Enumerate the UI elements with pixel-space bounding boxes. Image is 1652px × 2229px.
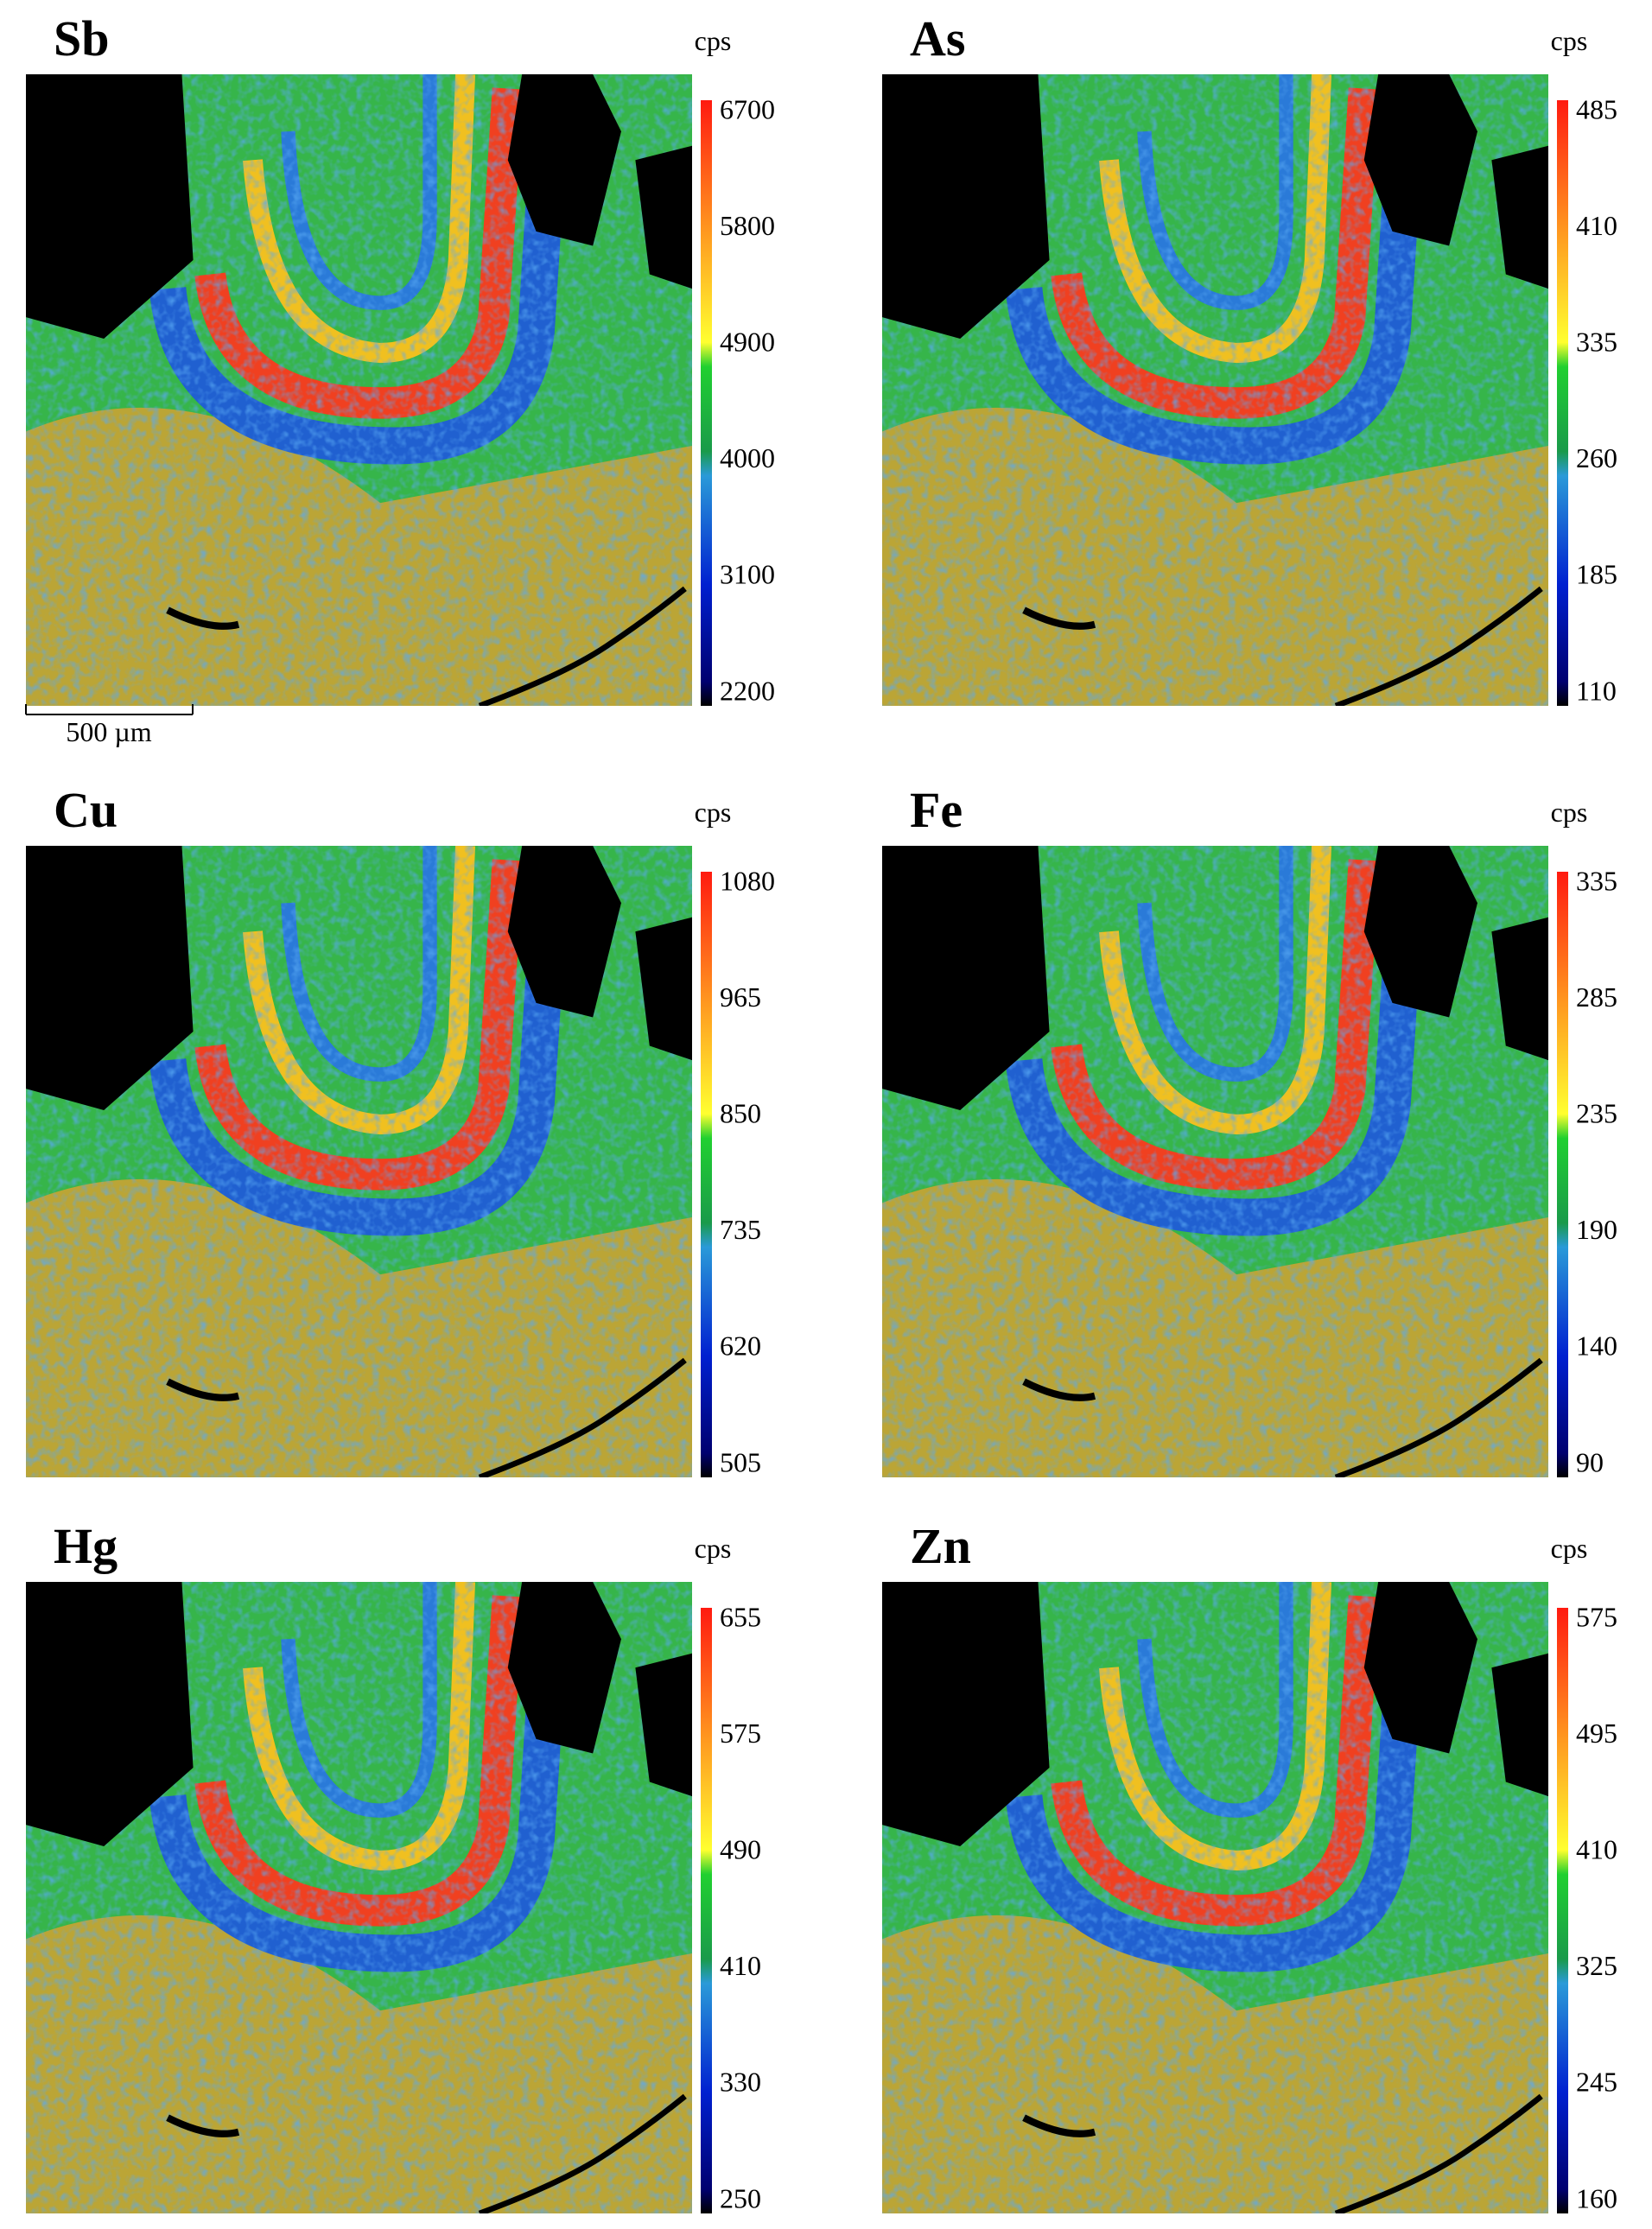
colorbar-tick-label: 410 xyxy=(1576,210,1617,241)
colorbar-tick-label: 260 xyxy=(1576,442,1617,473)
panel-title: Hg xyxy=(54,1518,118,1574)
unit-label: cps xyxy=(1551,1533,1588,1564)
colorbar-tick-label: 335 xyxy=(1576,327,1617,358)
colorbar-tick-label: 655 xyxy=(720,1601,761,1632)
colorbar-tick-label: 3100 xyxy=(720,559,775,590)
element-map xyxy=(26,1582,692,2213)
colorbar xyxy=(1557,872,1568,1477)
colorbar-tick-label: 1080 xyxy=(720,865,775,896)
colorbar-tick-label: 575 xyxy=(720,1718,761,1749)
colorbar-tick-label: 5800 xyxy=(720,210,775,241)
unit-label: cps xyxy=(1551,797,1588,828)
colorbar-tick-label: 235 xyxy=(1576,1098,1617,1129)
colorbar-tick-label: 140 xyxy=(1576,1330,1617,1362)
colorbar-tick-label: 620 xyxy=(720,1330,761,1362)
panel-title: Fe xyxy=(910,782,963,838)
colorbar-tick-label: 735 xyxy=(720,1214,761,1245)
colorbar-tick-label: 6700 xyxy=(720,93,775,124)
colorbar-tick-label: 850 xyxy=(720,1098,761,1129)
colorbar-tick-label: 90 xyxy=(1576,1446,1604,1477)
colorbar-tick-label: 965 xyxy=(720,981,761,1013)
colorbar-tick-label: 495 xyxy=(1576,1718,1617,1749)
colorbar xyxy=(701,1608,712,2213)
element-map xyxy=(26,74,692,706)
colorbar xyxy=(1557,100,1568,706)
colorbar-tick-label: 250 xyxy=(720,2182,761,2213)
unit-label: cps xyxy=(695,797,732,828)
colorbar-tick-label: 110 xyxy=(1576,675,1617,706)
colorbar-tick-label: 490 xyxy=(720,1834,761,1865)
colorbar-tick-label: 410 xyxy=(720,1950,761,1981)
colorbar xyxy=(701,100,712,706)
element-map xyxy=(882,74,1548,706)
colorbar-tick-label: 410 xyxy=(1576,1834,1617,1865)
colorbar-tick-label: 505 xyxy=(720,1446,761,1477)
element-map xyxy=(26,846,692,1477)
colorbar-tick-label: 4000 xyxy=(720,442,775,473)
colorbar-tick-label: 485 xyxy=(1576,93,1617,124)
panel-title: Zn xyxy=(910,1518,971,1574)
colorbar-tick-label: 330 xyxy=(720,2067,761,2098)
panels: Sb cps 6700 5800 4900 4000 3100 2200 As cps 485 410… xyxy=(26,10,1617,2213)
colorbar-tick-label: 185 xyxy=(1576,559,1617,590)
colorbar-tick-label: 335 xyxy=(1576,865,1617,896)
colorbar-tick-label: 285 xyxy=(1576,981,1617,1013)
colorbar-tick-label: 575 xyxy=(1576,1601,1617,1632)
panel-title: As xyxy=(910,10,965,67)
scale-bar-label: 500 µm xyxy=(66,716,151,747)
element-map xyxy=(882,846,1548,1477)
unit-label: cps xyxy=(695,1533,732,1564)
colorbar xyxy=(701,872,712,1477)
panel-title: Cu xyxy=(54,782,118,838)
colorbar-tick-label: 4900 xyxy=(720,327,775,358)
colorbar xyxy=(1557,1608,1568,2213)
unit-label: cps xyxy=(695,25,732,56)
colorbar-tick-label: 190 xyxy=(1576,1214,1617,1245)
colorbar-tick-label: 2200 xyxy=(720,675,775,706)
colorbar-tick-label: 245 xyxy=(1576,2067,1617,2098)
element-map xyxy=(882,1582,1548,2213)
colorbar-tick-label: 325 xyxy=(1576,1950,1617,1981)
panel-title: Sb xyxy=(54,10,110,67)
colorbar-tick-label: 160 xyxy=(1576,2182,1617,2213)
unit-label: cps xyxy=(1551,25,1588,56)
